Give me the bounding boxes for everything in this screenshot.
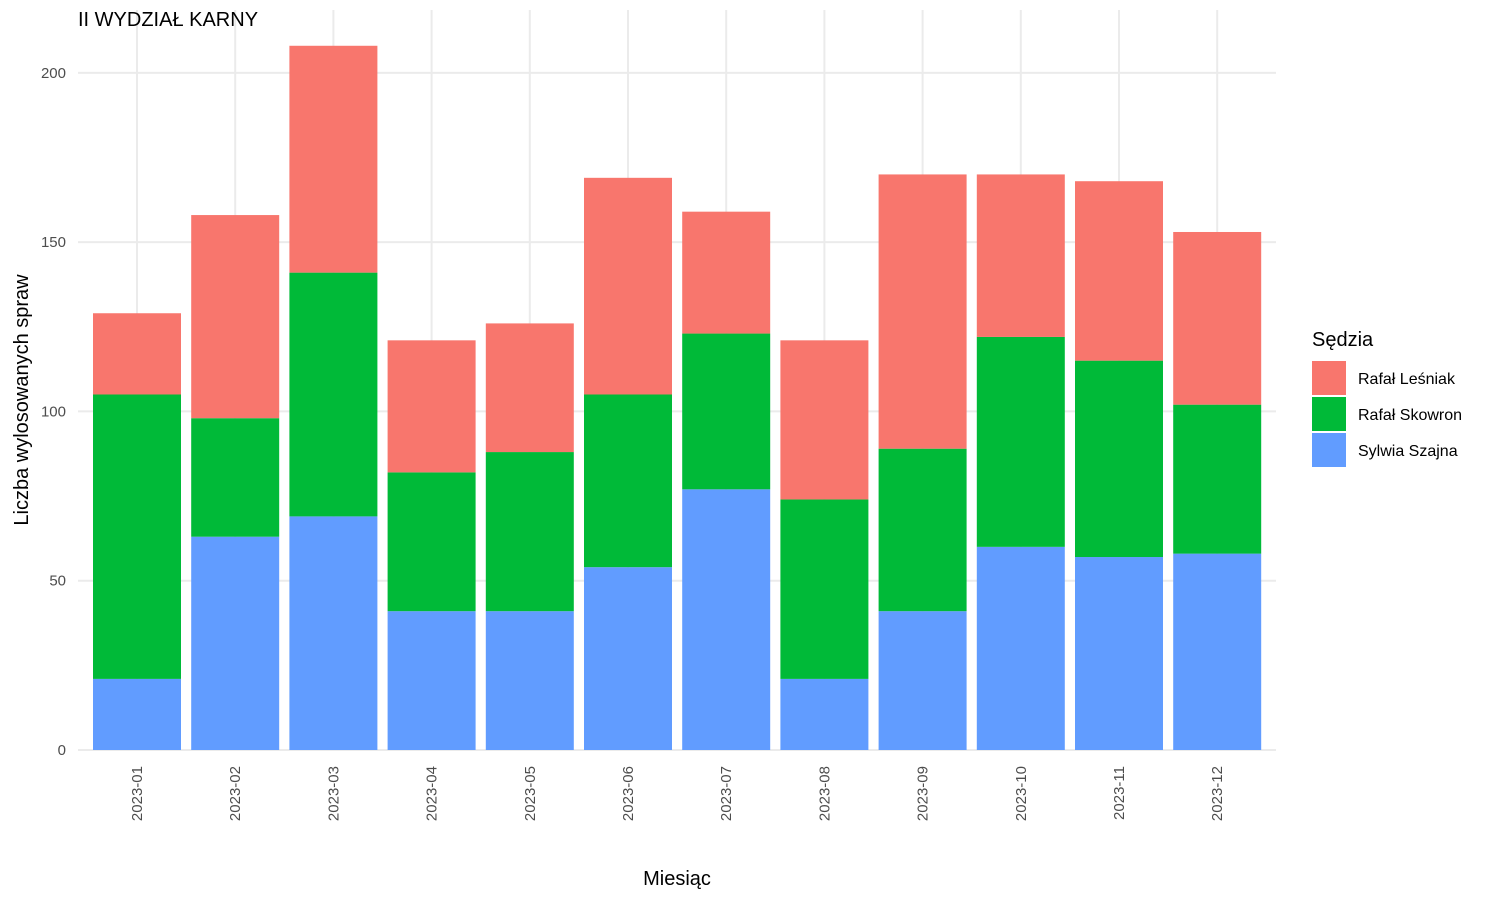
x-axis-title: Miesiąc (643, 868, 711, 890)
bar-sylwia-szajna-2023-01 (93, 678, 181, 750)
x-tick-label: 2023-08 (816, 766, 833, 821)
x-tick-label: 2023-07 (718, 766, 735, 821)
bar-rafal-skowron-2023-09 (878, 448, 967, 612)
y-tick-label: 150 (41, 234, 66, 251)
bar-rafal-skowron-2023-11 (1075, 360, 1163, 558)
x-tick-label: 2023-05 (522, 766, 539, 821)
legend-label-sylwia-szajna: Sylwia Szajna (1358, 443, 1458, 460)
bar-rafal-lesniak-2023-07 (682, 211, 771, 334)
legend-label-rafal-skowron: Rafał Skowron (1358, 407, 1462, 424)
x-tick-label: 2023-10 (1013, 766, 1030, 821)
bar-rafal-skowron-2023-04 (387, 472, 476, 612)
x-tick-label: 2023-06 (620, 766, 637, 821)
bar-sylwia-szajna-2023-05 (485, 611, 574, 750)
legend: Sędzia Rafał Leśniak Rafał Skowron Sylwia … (1312, 329, 1462, 467)
x-tick-label: 2023-03 (325, 766, 342, 821)
bar-rafal-lesniak-2023-12 (1173, 231, 1262, 405)
x-tick-label: 2023-04 (424, 766, 441, 821)
bar-rafal-lesniak-2023-02 (191, 215, 280, 419)
bar-sylwia-szajna-2023-09 (878, 611, 967, 750)
bar-rafal-skowron-2023-06 (584, 394, 672, 568)
x-axis-ticks: 2023-01 2023-02 2023-03 2023-04 2023-05 2023-… (129, 766, 1226, 821)
y-axis-ticks: 0 50 100 150 200 (41, 65, 66, 759)
y-axis-title: Liczba wylosowanych spraw (11, 274, 33, 526)
bar-rafal-skowron-2023-05 (485, 452, 574, 612)
bar-sylwia-szajna-2023-07 (682, 489, 771, 750)
bar-rafal-lesniak-2023-11 (1075, 181, 1163, 361)
legend-title: Sędzia (1312, 329, 1374, 351)
x-tick-label: 2023-01 (129, 766, 146, 821)
bar-rafal-lesniak-2023-09 (878, 174, 967, 449)
bar-sylwia-szajna-2023-08 (780, 678, 869, 750)
bars (93, 45, 1262, 750)
bar-rafal-skowron-2023-08 (780, 499, 869, 679)
bar-sylwia-szajna-2023-02 (191, 536, 280, 750)
bar-sylwia-szajna-2023-03 (289, 516, 378, 750)
bar-rafal-lesniak-2023-10 (976, 174, 1065, 337)
y-tick-label: 100 (41, 403, 66, 420)
x-tick-label: 2023-09 (915, 766, 932, 821)
bar-rafal-lesniak-2023-05 (485, 323, 574, 453)
y-tick-label: 200 (41, 65, 66, 82)
x-tick-label: 2023-12 (1209, 766, 1226, 821)
bar-rafal-lesniak-2023-06 (584, 177, 672, 395)
x-tick-label: 2023-11 (1111, 766, 1128, 820)
bar-rafal-skowron-2023-01 (93, 394, 181, 679)
bar-sylwia-szajna-2023-10 (976, 546, 1065, 750)
bar-rafal-skowron-2023-10 (976, 336, 1065, 547)
bar-rafal-skowron-2023-02 (191, 418, 280, 537)
bar-rafal-skowron-2023-12 (1173, 404, 1262, 554)
bar-sylwia-szajna-2023-11 (1075, 557, 1163, 750)
y-tick-label: 0 (58, 742, 66, 759)
y-tick-label: 50 (49, 573, 66, 590)
bar-rafal-skowron-2023-07 (682, 333, 771, 490)
legend-swatch-rafal-lesniak (1312, 361, 1346, 395)
bar-rafal-lesniak-2023-03 (289, 45, 378, 273)
legend-swatch-sylwia-szajna (1312, 433, 1346, 467)
legend-swatch-rafal-skowron (1312, 397, 1346, 431)
legend-label-rafal-lesniak: Rafał Leśniak (1358, 371, 1456, 388)
bar-sylwia-szajna-2023-12 (1173, 553, 1262, 750)
bar-rafal-lesniak-2023-01 (93, 313, 181, 395)
chart-title: II WYDZIAŁ KARNY (78, 9, 258, 31)
x-tick-label: 2023-02 (227, 766, 244, 821)
bar-rafal-lesniak-2023-04 (387, 340, 476, 473)
bar-rafal-skowron-2023-03 (289, 272, 378, 517)
bar-sylwia-szajna-2023-06 (584, 567, 672, 750)
bar-rafal-lesniak-2023-08 (780, 340, 869, 500)
bar-sylwia-szajna-2023-04 (387, 611, 476, 750)
